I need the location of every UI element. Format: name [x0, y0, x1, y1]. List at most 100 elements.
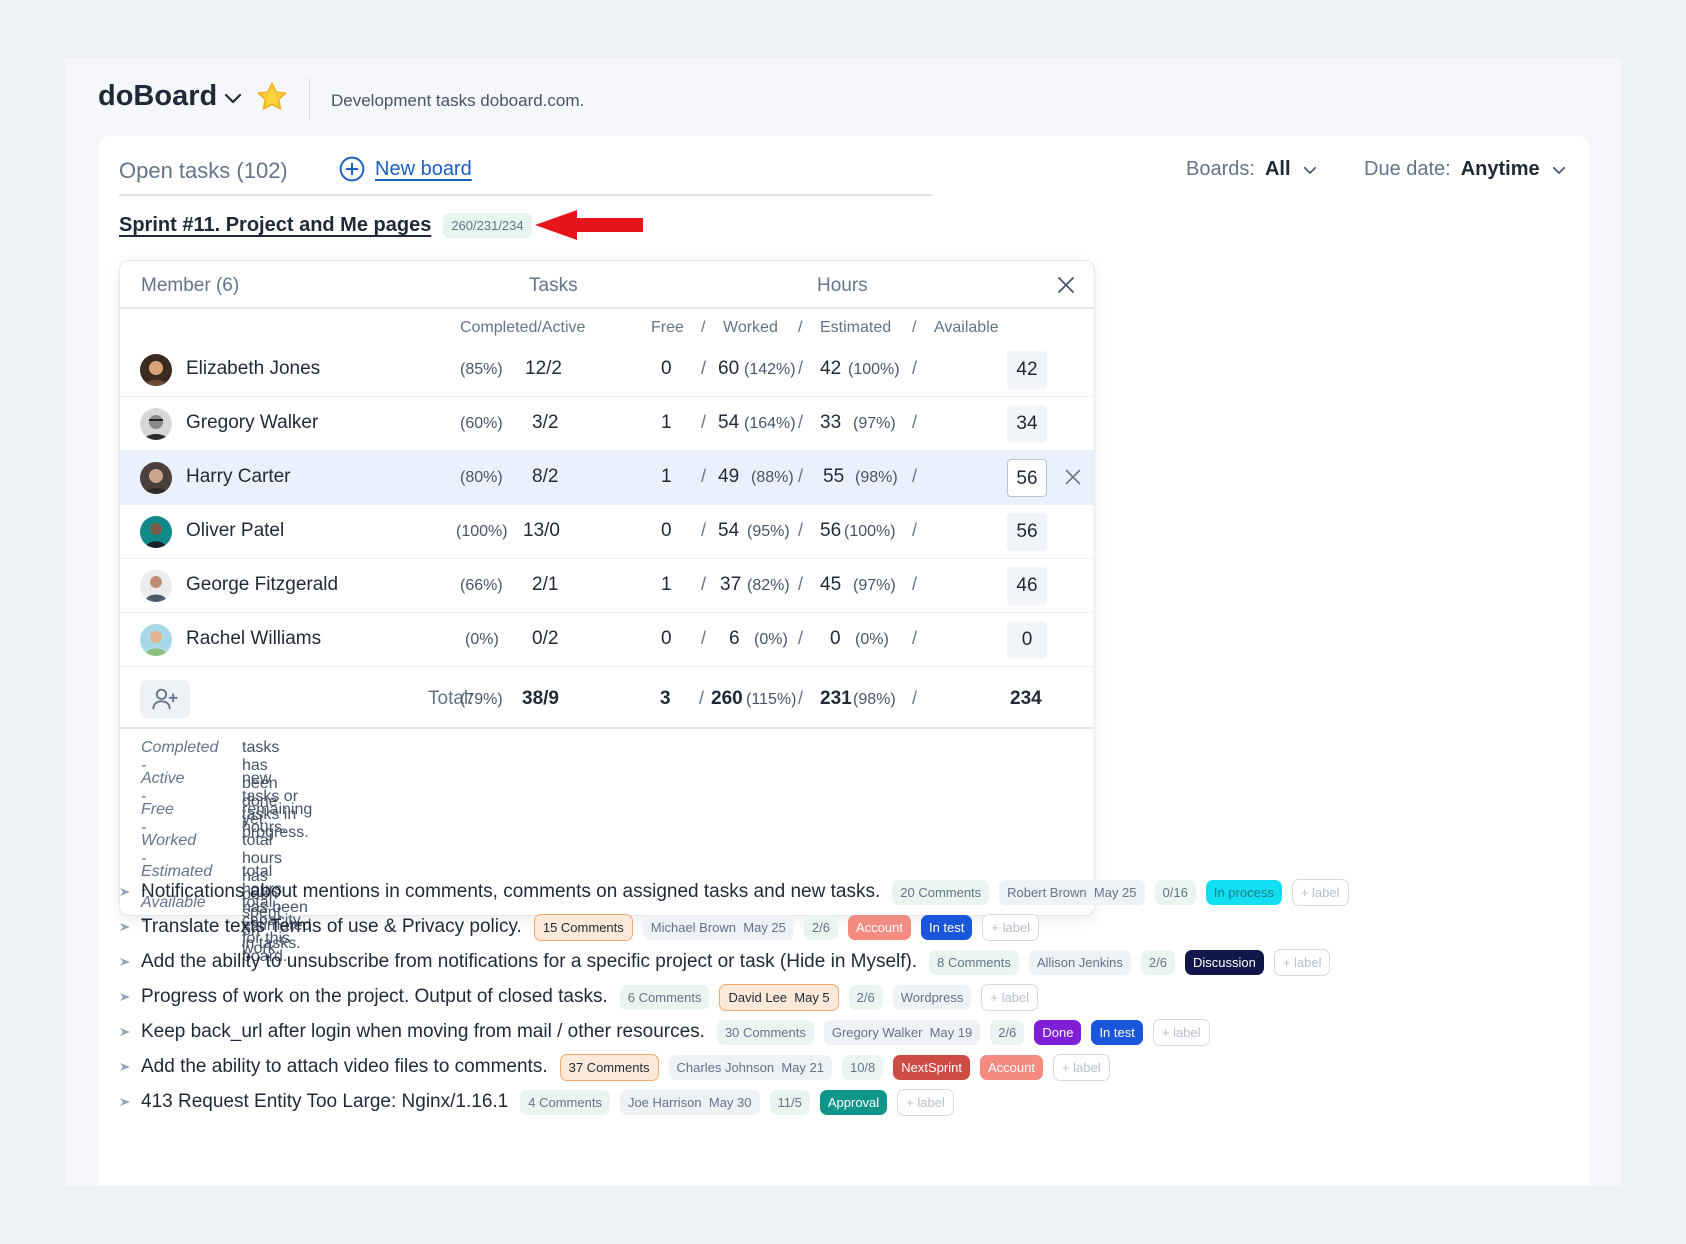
comments-chip[interactable]: 6 Comments	[619, 984, 710, 1010]
add-member-button[interactable]	[140, 680, 190, 718]
available-hours-field[interactable]: 56	[1007, 513, 1047, 551]
task-title[interactable]: Add the ability to attach video files to…	[141, 1056, 548, 1077]
assignee-chip[interactable]: Robert Brown May 25	[999, 879, 1145, 905]
tasks-count: 13/0	[523, 520, 560, 541]
estimated-hours: 45	[820, 574, 842, 595]
due-date-filter[interactable]: Due date: Anytime	[1364, 158, 1568, 181]
assignee-chip[interactable]: David Lee May 5	[719, 983, 839, 1011]
chevron-down-icon[interactable]	[221, 86, 245, 110]
boards-filter[interactable]: Boards: All	[1186, 158, 1319, 181]
separator-slash: /	[699, 688, 705, 708]
available-hours-field[interactable]: 46	[1007, 567, 1047, 605]
expand-triangle-icon[interactable]	[119, 956, 131, 968]
worked-percent: (82%)	[747, 577, 790, 594]
task-row[interactable]: Add the ability to unsubscribe from noti…	[119, 944, 1340, 980]
assignee-chip[interactable]: Michael Brown May 25	[642, 914, 794, 940]
label-in-process[interactable]: In process	[1205, 879, 1282, 905]
close-icon[interactable]	[1062, 466, 1084, 488]
subtasks-ratio: 2/6	[848, 984, 883, 1010]
comments-chip[interactable]: 15 Comments	[533, 913, 633, 941]
avatar	[140, 624, 172, 656]
expand-triangle-icon[interactable]	[119, 991, 131, 1003]
new-board-button[interactable]: New board	[339, 156, 472, 182]
expand-triangle-icon[interactable]	[119, 921, 131, 933]
total-row: Total: (79%) 38/9 3 / 260 (115%) / 231 (…	[120, 671, 1094, 729]
legend-description: remaining hours.	[242, 801, 313, 836]
expand-triangle-icon[interactable]	[119, 1061, 131, 1073]
legend-description: total hours has been estimated in tasks.	[242, 863, 312, 952]
worked-hours: 60	[718, 358, 740, 379]
task-row[interactable]: Translate texts Terms of use & Privacy p…	[119, 909, 1049, 945]
comments-chip[interactable]: 20 Comments	[892, 879, 990, 905]
task-row[interactable]: Add the ability to attach video files to…	[119, 1049, 1120, 1085]
expand-triangle-icon[interactable]	[119, 1096, 131, 1108]
task-title[interactable]: Notifications about mentions in comments…	[141, 881, 881, 902]
member-row[interactable]: George Fitzgerald (66%) 2/1 1 / 37 (82%)…	[120, 559, 1094, 613]
separator-slash: /	[798, 412, 804, 432]
task-row[interactable]: Notifications about mentions in comments…	[119, 874, 1359, 910]
task-row[interactable]: Keep back_url after login when moving fr…	[119, 1014, 1220, 1050]
comments-chip[interactable]: 8 Comments	[929, 949, 1019, 975]
comments-chip[interactable]: 30 Comments	[716, 1019, 814, 1045]
free-hours: 1	[661, 466, 672, 487]
completed-percent: (0%)	[465, 631, 499, 648]
add-label-button[interactable]: + label	[1273, 948, 1331, 976]
comments-chip[interactable]: 4 Comments	[520, 1089, 610, 1115]
member-row[interactable]: Gregory Walker (60%) 3/2 1 / 54 (164%) /…	[120, 397, 1094, 451]
member-row[interactable]: Elizabeth Jones (85%) 12/2 0 / 60 (142%)…	[120, 343, 1094, 397]
legend-description: total hours has been spent on work.	[242, 832, 283, 957]
subhead-completed-active: Completed/Active	[460, 319, 586, 336]
add-label-button[interactable]: + label	[1152, 1018, 1210, 1046]
label-nextsprint[interactable]: NextSprint	[893, 1054, 970, 1080]
label-approval[interactable]: Approval	[819, 1089, 888, 1115]
expand-triangle-icon[interactable]	[119, 886, 131, 898]
task-title[interactable]: Translate texts Terms of use & Privacy p…	[141, 916, 522, 937]
add-label-button[interactable]: + label	[981, 983, 1039, 1011]
sprint-hours-badge[interactable]: 260/231/234	[443, 213, 532, 238]
add-label-button[interactable]: + label	[1052, 1053, 1110, 1081]
boards-filter-label: Boards:	[1186, 158, 1255, 180]
comments-chip[interactable]: 37 Comments	[559, 1053, 659, 1081]
available-hours-field[interactable]: 0	[1007, 621, 1047, 659]
members-panel: Member (6) Tasks Hours Completed/Active …	[119, 260, 1095, 965]
tab-open-tasks[interactable]: Open tasks (102)	[119, 158, 288, 183]
label-account[interactable]: Account	[847, 914, 911, 940]
assignee-name: Robert Brown	[1007, 884, 1087, 900]
available-hours-input[interactable]: 56	[1007, 459, 1047, 497]
label-in-test[interactable]: In test	[1091, 1019, 1143, 1045]
task-title[interactable]: Progress of work on the project. Output …	[141, 986, 608, 1007]
available-hours-field[interactable]: 34	[1007, 405, 1047, 443]
task-title[interactable]: Keep back_url after login when moving fr…	[141, 1021, 705, 1042]
task-row[interactable]: 413 Request Entity Too Large: Nginx/1.16…	[119, 1084, 964, 1120]
label-in-test[interactable]: In test	[920, 914, 973, 940]
add-label-button[interactable]: + label	[897, 1088, 954, 1116]
header-divider	[309, 78, 310, 120]
sprint-title-link[interactable]: Sprint #11. Project and Me pages	[119, 214, 432, 236]
close-icon[interactable]	[1054, 273, 1078, 297]
star-icon[interactable]	[255, 80, 289, 114]
member-row[interactable]: Oliver Patel (100%) 13/0 0 / 54 (95%) / …	[120, 505, 1094, 559]
member-column-header: Member (6)	[141, 275, 240, 296]
add-label-button[interactable]: + label	[982, 913, 1040, 941]
assignee-chip[interactable]: Joe Harrison May 30	[619, 1089, 760, 1115]
legend-term: Active -	[141, 770, 185, 805]
label-account[interactable]: Account	[979, 1054, 1043, 1080]
assignee-chip[interactable]: Gregory Walker May 19	[823, 1019, 981, 1045]
member-row[interactable]: Rachel Williams (0%) 0/2 0 / 6 (0%) / 0 …	[120, 613, 1094, 667]
task-title[interactable]: 413 Request Entity Too Large: Nginx/1.16…	[141, 1091, 509, 1112]
tasks-column-header: Tasks	[529, 275, 578, 296]
worked-percent: (95%)	[747, 523, 790, 540]
available-hours-field[interactable]: 42	[1007, 351, 1047, 389]
expand-triangle-icon[interactable]	[119, 1026, 131, 1038]
label-done[interactable]: Done	[1034, 1019, 1082, 1045]
member-row-selected[interactable]: Harry Carter (80%) 8/2 1 / 49 (88%) / 55…	[120, 451, 1094, 505]
assignee-chip[interactable]: Allison Jenkins	[1028, 949, 1131, 975]
task-title[interactable]: Add the ability to unsubscribe from noti…	[141, 951, 918, 972]
estimated-percent: (98%)	[855, 469, 898, 486]
label-wordpress[interactable]: Wordpress	[892, 984, 972, 1010]
task-row[interactable]: Progress of work on the project. Output …	[119, 979, 1048, 1015]
label-discussion[interactable]: Discussion	[1184, 949, 1264, 975]
assignee-chip[interactable]: Charles Johnson May 21	[668, 1054, 832, 1080]
add-label-button[interactable]: + label	[1291, 878, 1349, 906]
due-date: May 5	[794, 989, 830, 1005]
